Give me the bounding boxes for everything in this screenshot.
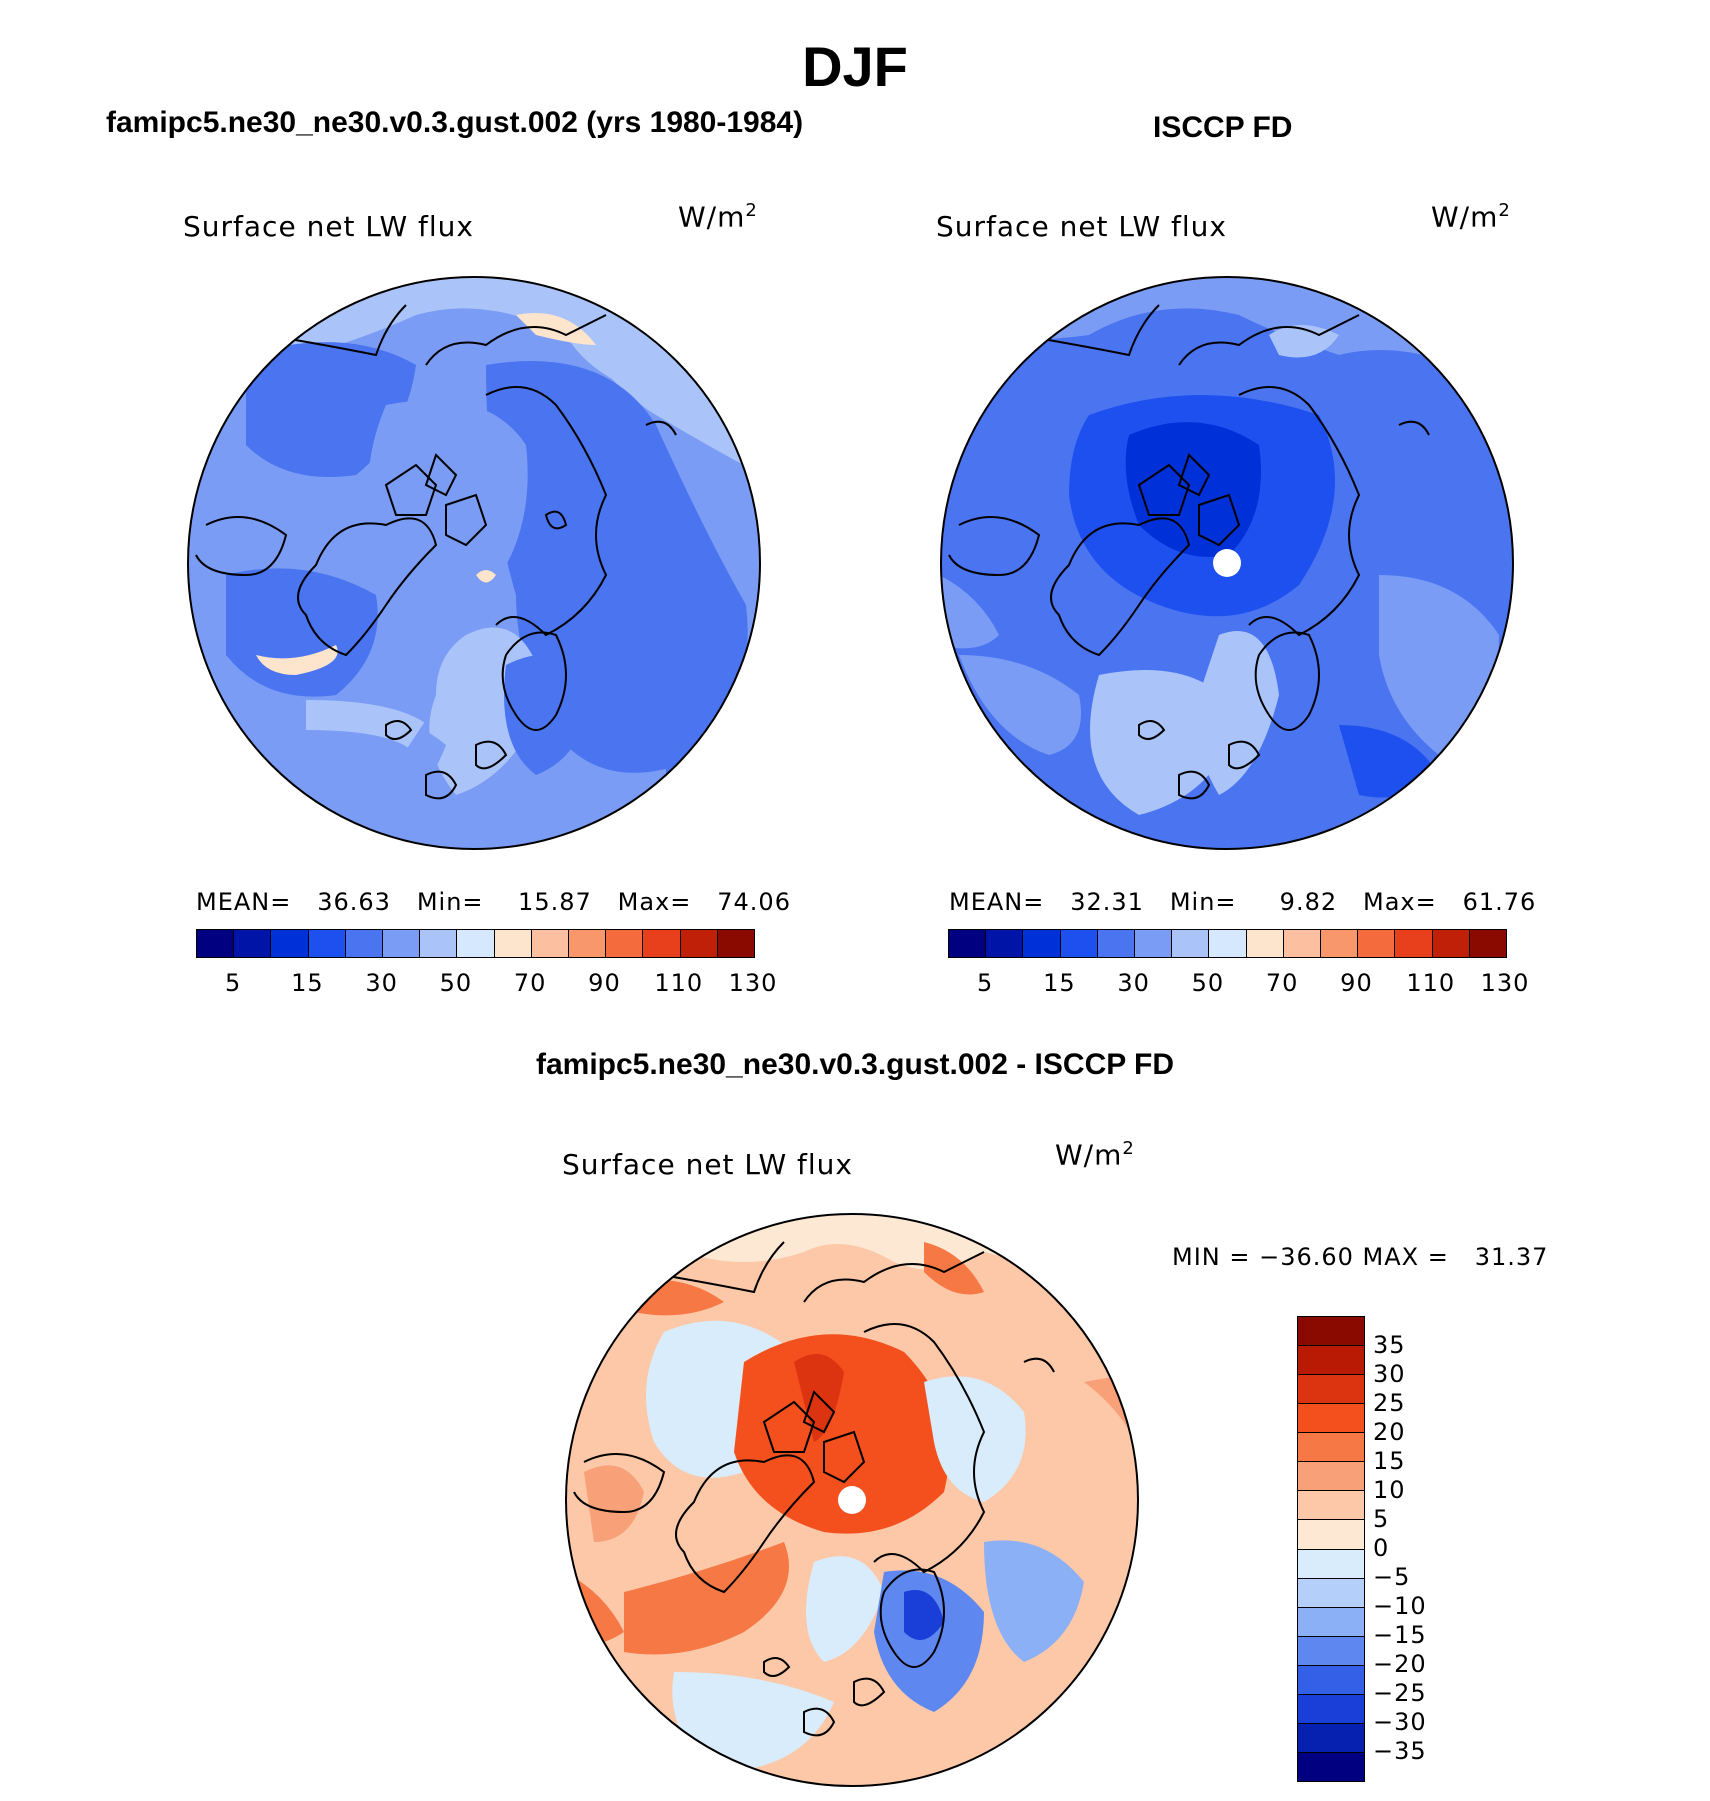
- colorbar-swatch: [1298, 1491, 1364, 1521]
- colorbar-tick-label: 90: [1340, 969, 1373, 997]
- panel-3-minmax: MIN = −36.60 MAX = 31.37: [1172, 1243, 1549, 1271]
- colorbar-swatch: [1298, 1665, 1364, 1695]
- colorbar-tick-label: 5: [224, 969, 242, 997]
- colorbar-swatch: [1298, 1433, 1364, 1463]
- colorbar-tick-label: 90: [588, 969, 621, 997]
- panel-2-map: [939, 275, 1515, 851]
- colorbar-tick-label: −25: [1373, 1679, 1427, 1707]
- colorbar-swatch: [1298, 1520, 1364, 1550]
- colorbar-tick-label: 0: [1373, 1534, 1390, 1562]
- colorbar-swatch: [457, 930, 495, 957]
- colorbar-swatch: [1469, 930, 1507, 957]
- colorbar-tick-label: 25: [1373, 1389, 1406, 1417]
- panel-2-stats: MEAN= 32.31 Min= 9.82 Max= 61.76: [949, 888, 1537, 916]
- colorbar-tick-label: 5: [976, 969, 994, 997]
- colorbar-swatch: [234, 930, 272, 957]
- colorbar-swatch: [1060, 930, 1098, 957]
- colorbar-swatch: [531, 930, 570, 957]
- panel-2-colorbar-labels: 5 15 30 50 70 90 110 130: [948, 969, 1528, 999]
- colorbar-tick-label: 50: [1191, 969, 1225, 997]
- panel-1-map: [186, 275, 762, 851]
- colorbar-swatch: [1298, 1607, 1364, 1637]
- panel-3-header: famipc5.ne30_ne30.v0.3.gust.002 - ISCCP …: [535, 1048, 1175, 1081]
- panel-1-colorbar: [196, 929, 755, 958]
- colorbar-swatch: [197, 930, 235, 957]
- colorbar-swatch: [643, 930, 681, 957]
- colorbar-swatch: [1298, 1723, 1364, 1753]
- colorbar-tick-label: 50: [439, 969, 473, 997]
- panel-1-header: famipc5.ne30_ne30.v0.3.gust.002 (yrs 198…: [106, 106, 804, 139]
- panel-3-map: [564, 1212, 1140, 1788]
- colorbar-swatch: [1298, 1462, 1364, 1492]
- colorbar-swatch: [494, 930, 532, 957]
- colorbar-swatch: [1298, 1752, 1364, 1781]
- colorbar-swatch: [1298, 1636, 1364, 1666]
- colorbar-tick-label: 15: [291, 969, 324, 997]
- colorbar-tick-label: −5: [1373, 1563, 1411, 1591]
- colorbar-swatch: [1298, 1578, 1364, 1608]
- panel-3-label: Surface net LW flux: [562, 1148, 853, 1181]
- colorbar-tick-label: −15: [1373, 1621, 1427, 1649]
- colorbar-swatch: [1298, 1375, 1364, 1405]
- colorbar-swatch: [949, 930, 987, 957]
- panel-1-colorbar-labels: 5 15 30 50 70 90 110 130: [196, 969, 776, 999]
- colorbar-swatch: [1298, 1404, 1364, 1434]
- panel-3-colorbar: [1297, 1316, 1365, 1782]
- colorbar-swatch: [1432, 930, 1470, 957]
- colorbar-tick-label: 10: [1373, 1476, 1406, 1504]
- panel-2-label: Surface net LW flux: [936, 210, 1227, 243]
- colorbar-swatch: [717, 930, 755, 957]
- panel-1-label: Surface net LW flux: [183, 210, 474, 243]
- colorbar-tick-label: 15: [1373, 1447, 1406, 1475]
- colorbar-swatch: [680, 930, 718, 957]
- colorbar-tick-label: 30: [1117, 969, 1150, 997]
- colorbar-tick-label: 30: [365, 969, 398, 997]
- colorbar-tick-label: −35: [1373, 1737, 1427, 1765]
- colorbar-tick-label: 35: [1373, 1331, 1406, 1359]
- colorbar-tick-label: 20: [1373, 1418, 1406, 1446]
- panel-2-header: ISCCP FD: [1153, 111, 1293, 144]
- colorbar-tick-label: 70: [513, 969, 547, 997]
- colorbar-tick-label: −10: [1373, 1592, 1427, 1620]
- colorbar-swatch: [1298, 1549, 1364, 1579]
- colorbar-tick-label: 110: [654, 969, 704, 997]
- colorbar-swatch: [986, 930, 1024, 957]
- colorbar-swatch: [1023, 930, 1061, 957]
- colorbar-swatch: [1172, 930, 1210, 957]
- colorbar-swatch: [1298, 1694, 1364, 1724]
- panel-2-colorbar: [948, 929, 1507, 958]
- colorbar-swatch: [1209, 930, 1247, 957]
- colorbar-tick-label: 5: [1373, 1505, 1390, 1533]
- colorbar-tick-label: 15: [1043, 969, 1076, 997]
- colorbar-swatch: [383, 930, 421, 957]
- colorbar-swatch: [1395, 930, 1433, 957]
- panel-3-colorbar-labels: 35 30 25 20 15 10 5 0 −5 −10 −15 −20 −25 −30 −35: [1373, 1316, 1453, 1780]
- colorbar-swatch: [308, 930, 346, 957]
- colorbar-swatch: [1358, 930, 1396, 957]
- colorbar-swatch: [1135, 930, 1173, 957]
- colorbar-swatch: [1321, 930, 1359, 957]
- colorbar-tick-label: −20: [1373, 1650, 1427, 1678]
- colorbar-swatch: [569, 930, 607, 957]
- panel-2-units: W/m2: [1431, 200, 1511, 234]
- panel-3-units: W/m2: [1055, 1138, 1135, 1172]
- colorbar-swatch: [1283, 930, 1322, 957]
- colorbar-swatch: [345, 930, 384, 957]
- colorbar-tick-label: 130: [1480, 969, 1530, 997]
- panel-1-stats: MEAN= 36.63 Min= 15.87 Max= 74.06: [196, 888, 791, 916]
- panel-1-units: W/m2: [678, 200, 758, 234]
- colorbar-tick-label: −30: [1373, 1708, 1427, 1736]
- colorbar-swatch: [1298, 1317, 1364, 1347]
- colorbar-swatch: [1097, 930, 1136, 957]
- colorbar-tick-label: 130: [728, 969, 778, 997]
- colorbar-tick-label: 30: [1373, 1360, 1406, 1388]
- colorbar-swatch: [606, 930, 644, 957]
- colorbar-swatch: [420, 930, 458, 957]
- colorbar-tick-label: 110: [1406, 969, 1456, 997]
- figure-title: DJF: [802, 35, 908, 98]
- colorbar-swatch: [1246, 930, 1284, 957]
- colorbar-swatch: [1298, 1346, 1364, 1376]
- colorbar-tick-label: 70: [1265, 969, 1299, 997]
- colorbar-swatch: [271, 930, 309, 957]
